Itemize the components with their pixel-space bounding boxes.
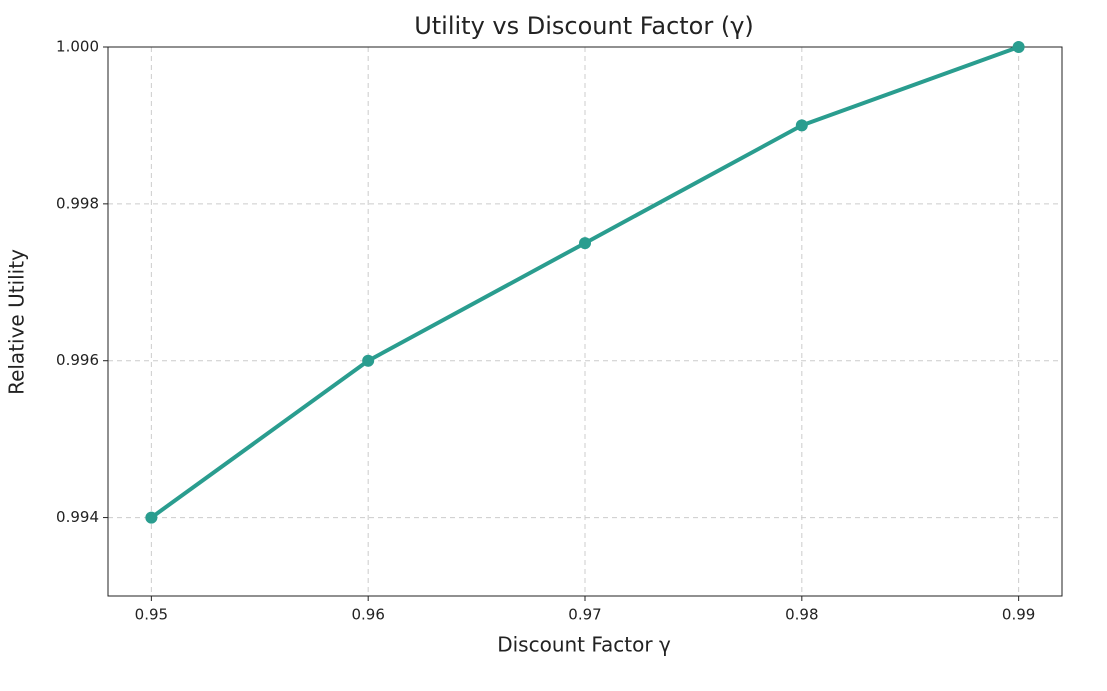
y-tick-label: 0.994 xyxy=(56,508,99,526)
chart-title: Utility vs Discount Factor (γ) xyxy=(414,12,754,40)
plot-frame xyxy=(107,46,1063,597)
x-tick-label: 0.95 xyxy=(135,606,168,624)
y-tick-label: 0.996 xyxy=(56,351,99,369)
x-tick-label: 0.99 xyxy=(1002,606,1035,624)
x-tick-label: 0.96 xyxy=(351,606,384,624)
x-tick-label: 0.98 xyxy=(785,606,818,624)
x-axis-title: Discount Factor γ xyxy=(497,633,671,657)
x-tick-label: 0.97 xyxy=(568,606,601,624)
y-axis-title: Relative Utility xyxy=(5,249,29,395)
marker xyxy=(145,511,158,524)
marker xyxy=(362,354,375,367)
y-tick-label: 0.998 xyxy=(56,194,99,212)
y-tick-label: 1.000 xyxy=(56,38,99,56)
marker xyxy=(1012,41,1025,53)
marker xyxy=(579,237,591,250)
marker xyxy=(795,119,808,132)
